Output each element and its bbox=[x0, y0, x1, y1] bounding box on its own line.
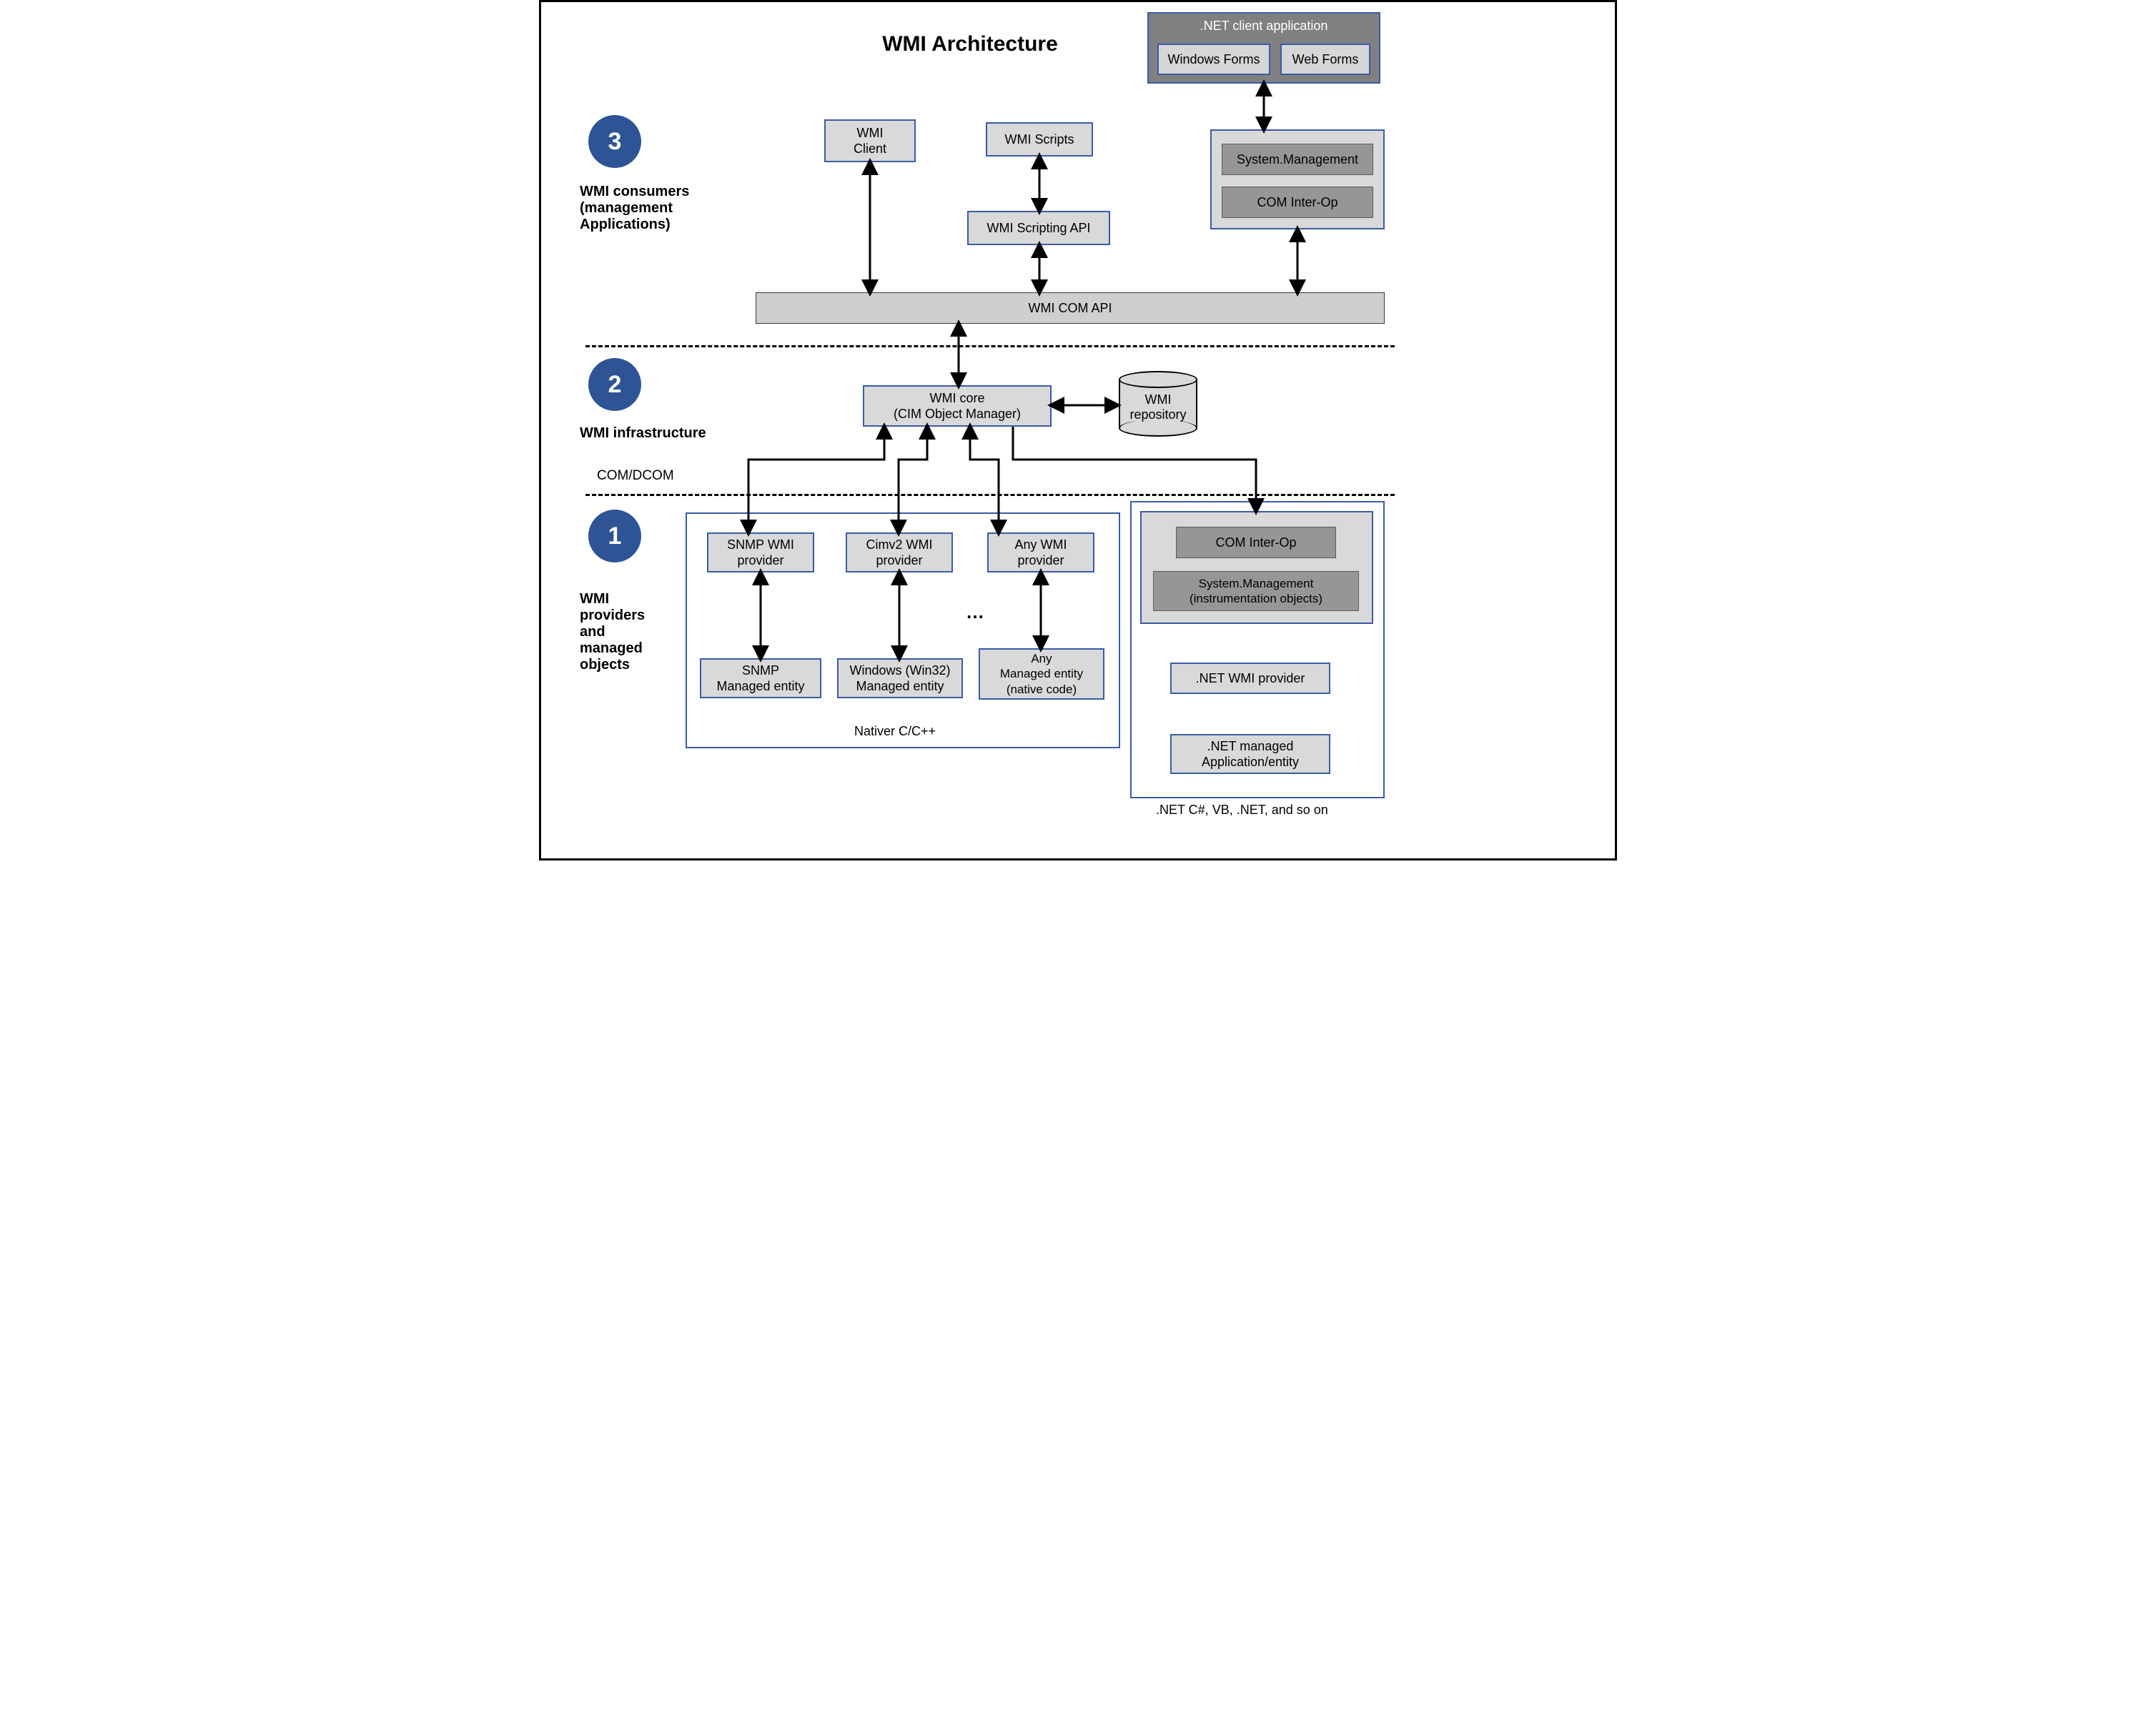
box-wmi_core: WMI core (CIM Object Manager) bbox=[863, 385, 1052, 427]
box-sys_mgmt: System.Management bbox=[1222, 144, 1373, 175]
section-label-2: WMI infrastructure bbox=[580, 425, 706, 442]
label-dotnet_caption: .NET C#, VB, .NET, and so on bbox=[1156, 803, 1328, 818]
box-snmp_ent: SNMP Managed entity bbox=[700, 658, 821, 698]
wmi-repository-label: WMI repository bbox=[1119, 392, 1197, 422]
wmi-repository-cylinder: WMI repository bbox=[1119, 371, 1197, 437]
diagram-title: WMI Architecture bbox=[841, 32, 1099, 56]
box-net_wmi_prov: .NET WMI provider bbox=[1170, 663, 1330, 694]
box-web_forms: Web Forms bbox=[1280, 44, 1370, 75]
section-circle-2: 2 bbox=[588, 358, 641, 411]
box-com_interop_bot: COM Inter-Op bbox=[1176, 527, 1336, 558]
box-any_prov: Any WMI provider bbox=[987, 532, 1094, 572]
box-snmp_prov: SNMP WMI provider bbox=[707, 532, 814, 572]
box-sys_mgmt_inst: System.Management (instrumentation objec… bbox=[1153, 571, 1359, 611]
box-cimv2_prov: Cimv2 WMI provider bbox=[846, 532, 953, 572]
label-ellipsis: … bbox=[966, 601, 984, 623]
diagram-frame: WMI Architecture 3 WMI consumers (managem… bbox=[539, 0, 1617, 860]
box-win_forms: Windows Forms bbox=[1157, 44, 1270, 75]
section-circle-1: 1 bbox=[588, 510, 641, 562]
section-circle-3: 3 bbox=[588, 115, 641, 168]
box-com_interop_top: COM Inter-Op bbox=[1222, 187, 1373, 218]
box-wmi_com_api: WMI COM API bbox=[756, 292, 1385, 324]
section-label-1: WMI providers and managed objects bbox=[580, 591, 645, 673]
box-any_ent: Any Managed entity (native code) bbox=[979, 648, 1104, 700]
label-com_dcom: COM/DCOM bbox=[597, 468, 674, 484]
section-label-3: WMI consumers (management Applications) bbox=[580, 184, 689, 233]
divider-top bbox=[585, 345, 1395, 347]
box-wmi_scripting: WMI Scripting API bbox=[967, 211, 1110, 245]
box-wmi_scripts: WMI Scripts bbox=[986, 122, 1093, 157]
divider-bottom bbox=[585, 494, 1395, 496]
box-dotnet_app: .NET client application bbox=[1147, 15, 1380, 36]
box-wmi_client: WMI Client bbox=[824, 119, 916, 162]
box-win32_ent: Windows (Win32) Managed entity bbox=[837, 658, 963, 698]
label-native_caption: Nativer C/C++ bbox=[854, 724, 936, 739]
box-net_managed: .NET managed Application/entity bbox=[1170, 734, 1330, 774]
